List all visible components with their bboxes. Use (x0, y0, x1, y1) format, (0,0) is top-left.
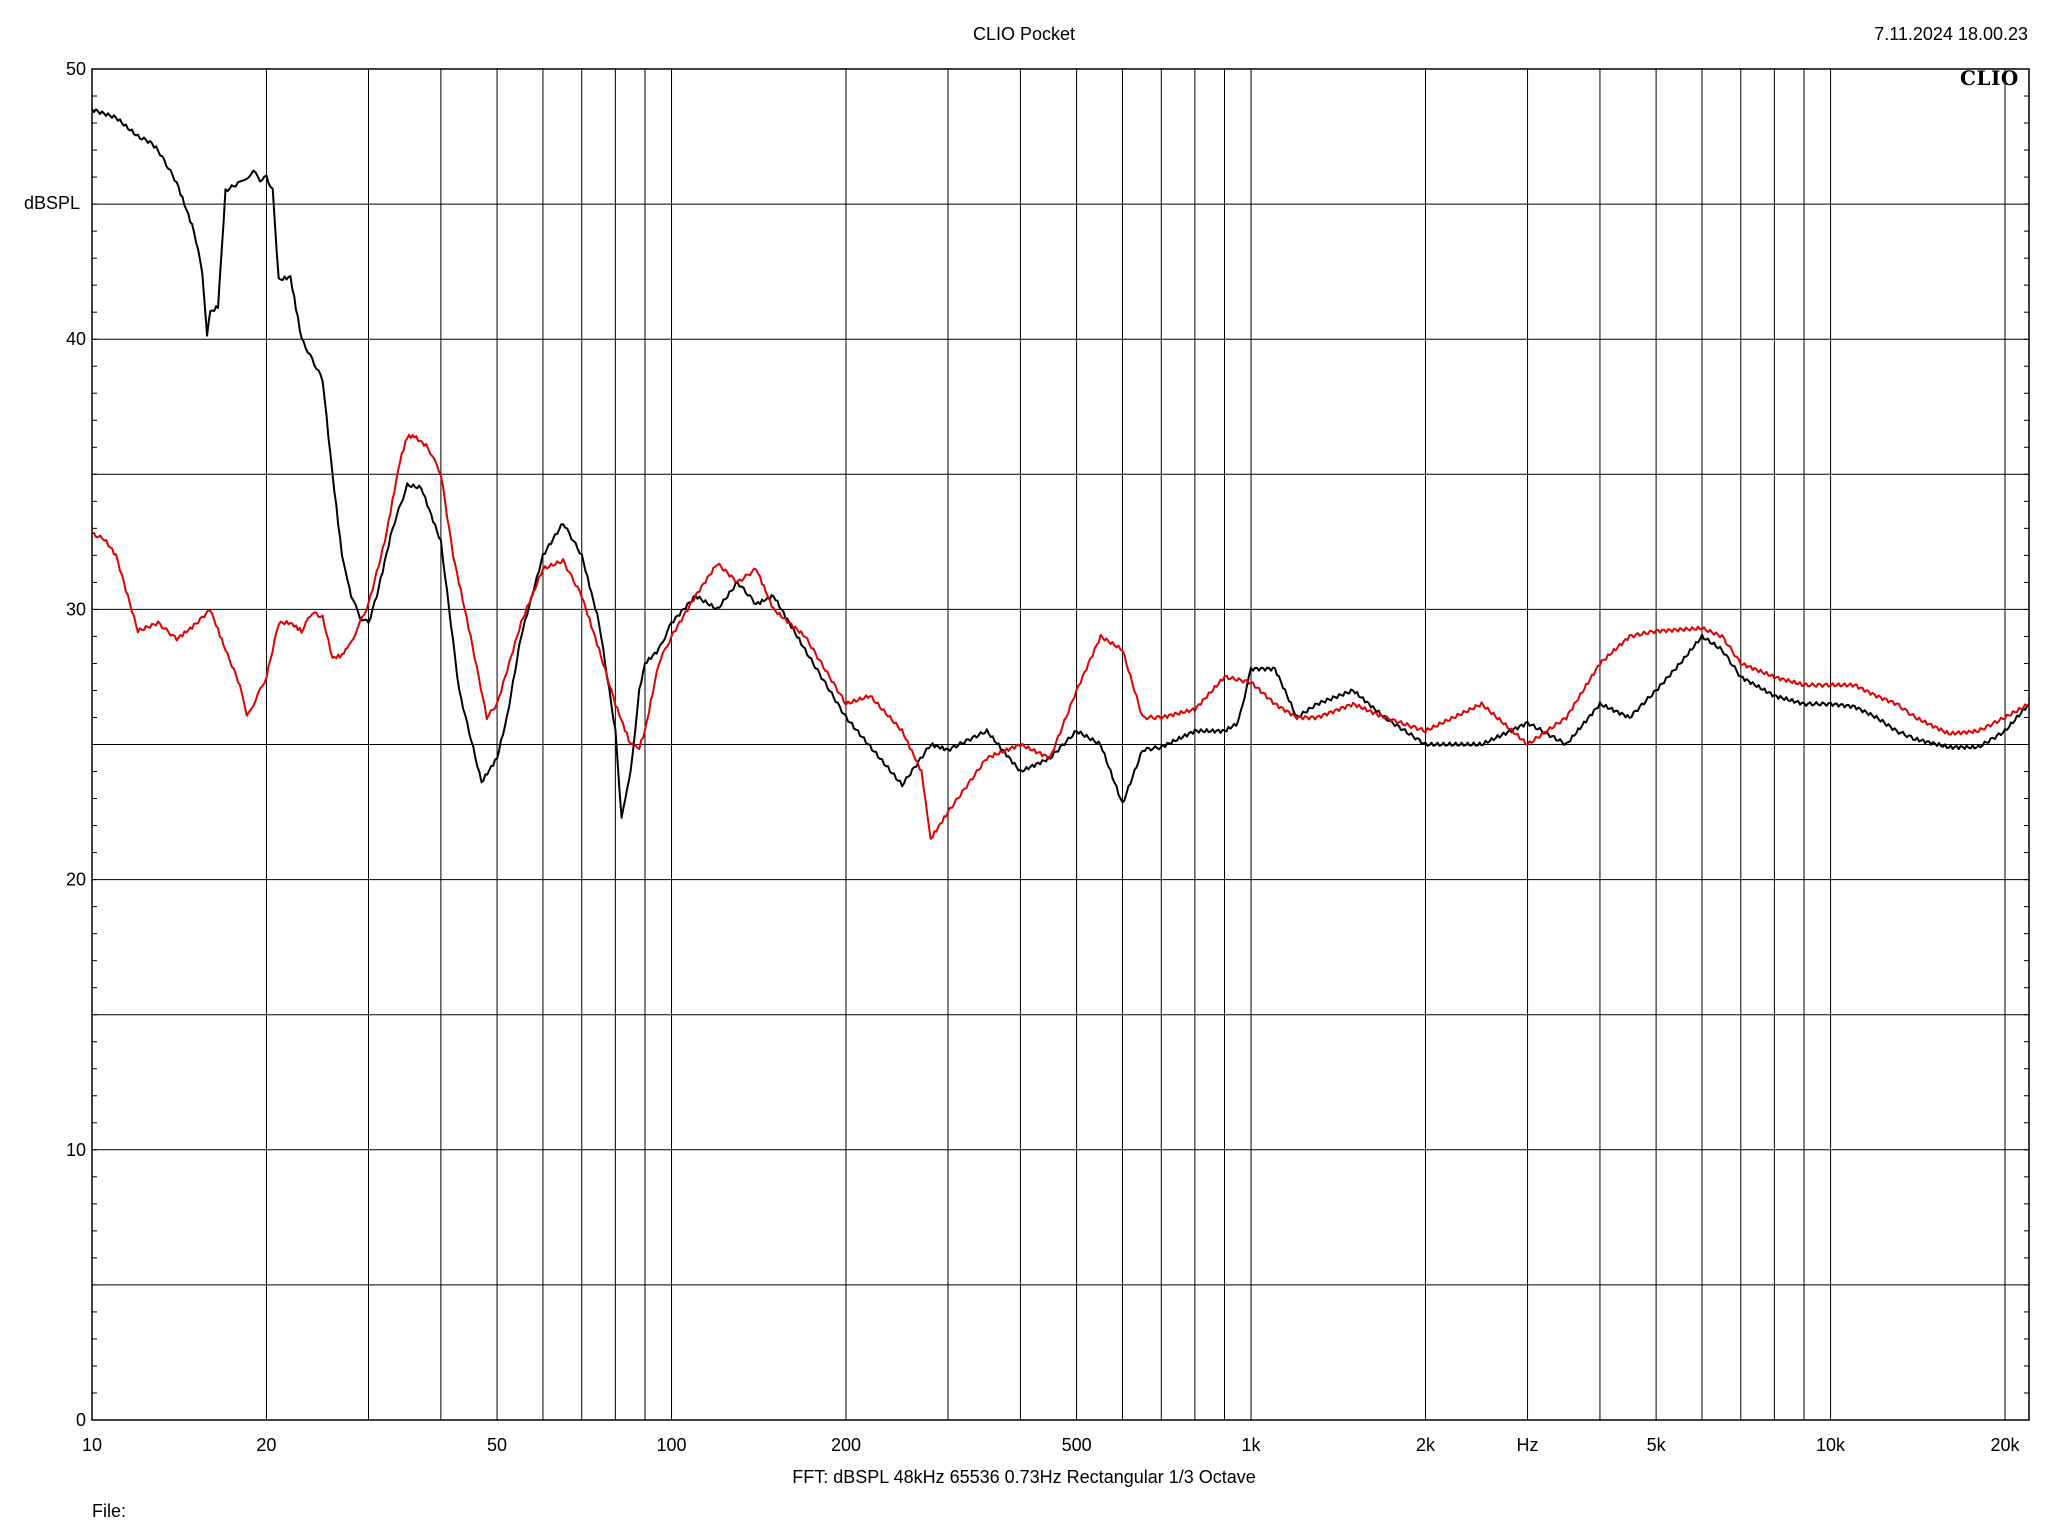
x-tick-label: 10 (82, 1435, 102, 1455)
plot-frame (91, 68, 2030, 1421)
series-line-2 (92, 433, 2030, 840)
y-tick-label: 30 (66, 599, 86, 619)
file-label: File: (92, 1501, 127, 1521)
y-tick-label: 10 (66, 1140, 86, 1160)
analysis-settings: FFT: dBSPL 48kHz 65536 0.73Hz Rectangula… (792, 1467, 1256, 1487)
timestamp: 7.11.2024 18.00.23 (1874, 24, 2028, 44)
y-axis-label: dBSPL (24, 193, 81, 213)
x-tick-label: 100 (656, 1435, 686, 1455)
y-tick-label: 0 (76, 1410, 86, 1430)
chart-title: CLIO Pocket (972, 24, 1076, 44)
clio-logo: CLIO (1960, 66, 2019, 90)
tick-layer: 0 10 20 30 40 50 10 20 50 100 200 500 1k 2k 5k 10k 20k Hz (66, 59, 2021, 1455)
x-tick-label: 500 (1062, 1435, 1092, 1455)
x-tick-label: 10k (1816, 1435, 1846, 1455)
x-tick-label: 50 (487, 1435, 507, 1455)
series-layer (91, 108, 2030, 840)
x-tick-label: 20 (256, 1435, 276, 1455)
series-line-1 (91, 108, 2030, 819)
y-tick-label: 40 (66, 329, 86, 349)
x-tick-label: 200 (831, 1435, 861, 1455)
x-tick-label: 5k (1647, 1435, 1667, 1455)
y-tick-label: 50 (66, 59, 86, 79)
x-tick-label: 20k (1990, 1435, 2020, 1455)
x-unit-label: Hz (1517, 1435, 1539, 1455)
x-tick-label: 2k (1416, 1435, 1436, 1455)
grid-layer (92, 69, 2029, 1420)
y-tick-label: 20 (66, 870, 86, 890)
x-tick-label: 1k (1242, 1435, 1262, 1455)
